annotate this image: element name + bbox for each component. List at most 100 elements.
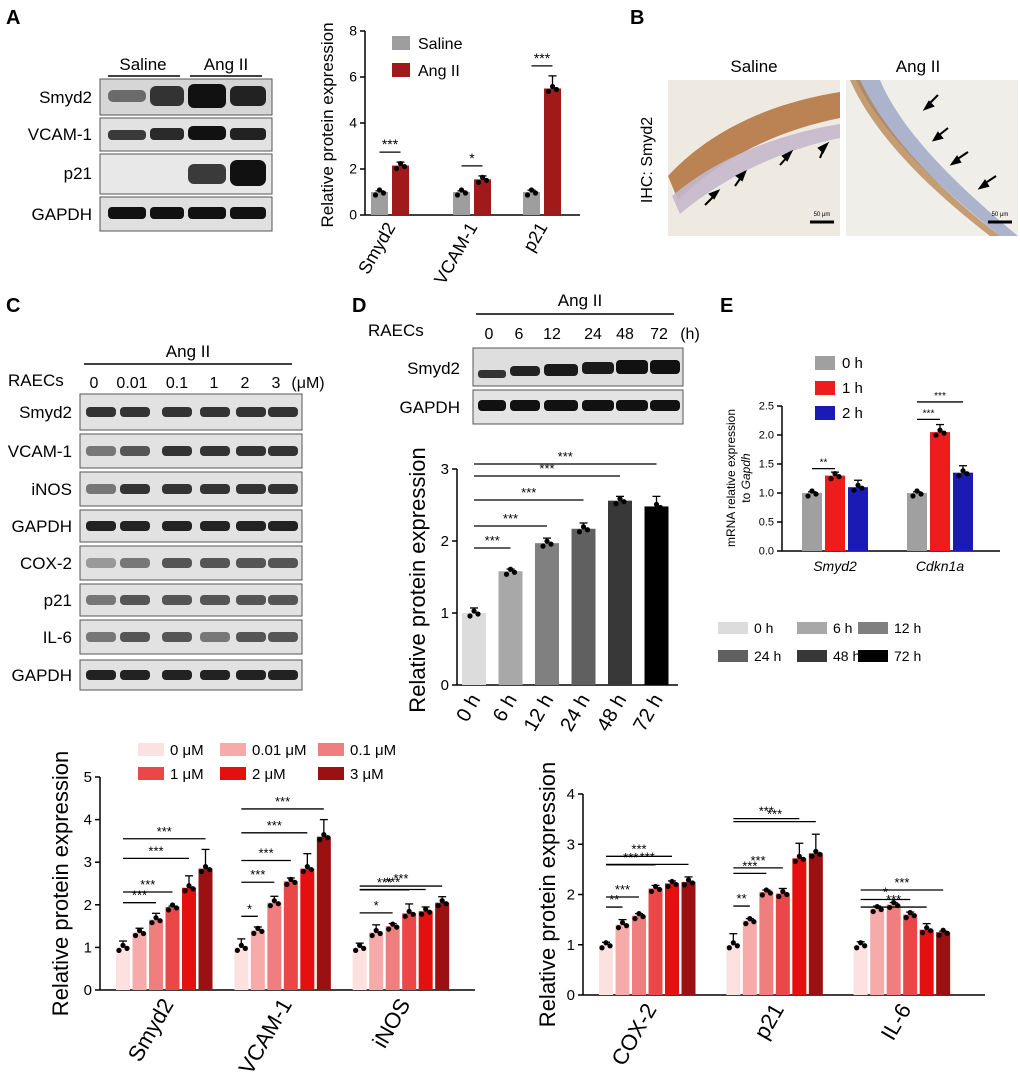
ihc-scalebar-angii: 50 μm (992, 212, 1009, 218)
blot-c-band (200, 670, 230, 680)
blot-c-band (86, 407, 116, 417)
chart-c-right-bar (808, 853, 823, 995)
blot-a-group-angii: Ang II (204, 55, 248, 74)
chart-a-bar (474, 179, 491, 215)
blot-c-band (268, 446, 298, 456)
chart-c-right-bar (681, 881, 696, 995)
chart-c-left-legend-swatch (138, 743, 164, 756)
chart-c-right-sig-label: *** (750, 853, 765, 868)
chart-d-dot (580, 524, 587, 530)
blot-c-band (200, 484, 230, 494)
chart-c-left-dot (120, 942, 126, 949)
chart-c-left-dot (304, 863, 310, 870)
chart-e-dot (855, 482, 861, 488)
chart-a-x-label: Smyd2 (354, 219, 399, 278)
chart-e-bar (953, 472, 973, 551)
chart-c-right-dot (726, 945, 732, 951)
chart-c-left-legend-swatch (220, 767, 246, 780)
chart-c-left-bar (250, 930, 265, 990)
blot-c-band (86, 632, 116, 642)
blot-d-time-3: 24 (584, 326, 602, 343)
chart-a-dot (380, 190, 387, 196)
chart-c-right-sig-label: *** (742, 858, 757, 873)
chart-c-left-y-tick-label: 5 (84, 769, 92, 786)
blot-c-row-label: COX-2 (20, 554, 72, 573)
chart-d-x-label: 12 h (520, 691, 559, 736)
chart-a-dot (528, 187, 535, 193)
blot-c-band (120, 670, 150, 680)
chart-c-left-dot (284, 881, 290, 887)
chart-c-left-dot (267, 903, 273, 909)
chart-e-dot (809, 488, 815, 494)
chart-e-dot (859, 485, 865, 491)
blot-c-band (162, 670, 192, 680)
panel-label-b: B (630, 7, 644, 29)
chart-c-left-dot (386, 926, 392, 932)
chart-e-ylabel-line1: mRNA relative expression (724, 409, 738, 547)
chart-c-left-dot (116, 947, 122, 954)
chart-d-dot (540, 543, 546, 549)
chart-e-dot (832, 471, 838, 477)
chart-c-right-sig-label: *** (640, 849, 655, 864)
chart-c-left-dot (165, 907, 172, 913)
chart-e-y-tick-label: 2.5 (759, 401, 774, 413)
chart-c-right-bar (853, 944, 868, 995)
chart-c-right-bar (632, 915, 646, 995)
chart-c-left-dot (182, 888, 188, 894)
chart-c-right-x-label: IL-6 (876, 999, 917, 1044)
chart-c-left-bar (369, 932, 384, 990)
chart-e-y-tick-label: 0.0 (759, 546, 774, 558)
chart-a-legend-swatch (392, 36, 410, 50)
chart-c-right-dot (854, 945, 860, 951)
blot-c-unit: (μM) (291, 375, 324, 392)
ihc-title-saline: Saline (730, 57, 777, 76)
chart-a-y-tick-label: 0 (349, 207, 357, 223)
chart-c-right-dot (656, 886, 663, 893)
blot-c-row-label: GAPDH (12, 666, 72, 685)
chart-c-right-y-tick-label: 0 (567, 987, 575, 1004)
chart-c-left-dot (255, 925, 261, 931)
chart-c-right-bar (742, 920, 757, 995)
panel-label-c: C (6, 295, 20, 317)
chart-a-sig-label: *** (382, 136, 399, 152)
chart-c-left-legend-label: 1 μM (170, 766, 204, 783)
chart-c-right-bar (936, 932, 951, 995)
chart-c-right-sig-label: *** (623, 850, 638, 865)
chart-c-left-legend-swatch (318, 743, 344, 756)
chart-c-left-dot (186, 883, 192, 889)
chart-c-left-sig-label: * (247, 901, 252, 916)
chart-c-right-dot (862, 943, 868, 949)
chart-d-sig-label: *** (485, 533, 500, 548)
chart-e-ylabel-gene: Gapdh (739, 453, 753, 489)
chart-c-right-dot (685, 877, 692, 883)
chart-c-left-dot (288, 876, 294, 882)
chart-c-left-sig-label: *** (250, 867, 265, 882)
chart-c-left-sig-label: *** (157, 824, 172, 839)
chart-c-left-bar (283, 881, 298, 990)
chart-c-left-dot (439, 898, 445, 904)
chart-e-legend-label: 0 h (842, 355, 863, 372)
chart-c-right-sig-label: *** (894, 875, 909, 890)
chart-e-dot (941, 430, 947, 436)
chart-e-dot (851, 487, 857, 493)
chart-c-left-sig-label: *** (258, 845, 273, 860)
chart-e-dot (914, 488, 920, 494)
chart-c-left-bar (300, 868, 315, 990)
chart-c-left-bar (316, 836, 331, 990)
blot-c-band (120, 446, 150, 456)
chart-d-dot (507, 566, 514, 572)
chart-c-left-dot (124, 945, 130, 952)
blot-a-row-gapdh: GAPDH (32, 205, 92, 224)
blot-c-band (162, 484, 192, 494)
chart-e-bar (930, 432, 950, 551)
blot-d-unit: (h) (680, 326, 700, 343)
chart-e-dot (956, 473, 962, 479)
blot-c-band (268, 632, 298, 642)
blot-d-time-5: 72 (650, 326, 668, 343)
chart-c-right-bar (759, 891, 774, 995)
chart-d-bar (462, 613, 486, 685)
chart-d-x-label: 0 h (452, 691, 485, 726)
blot-d-cells: RAECs (368, 321, 424, 340)
chart-d-dot (576, 529, 583, 535)
blot-c-band (236, 595, 266, 605)
